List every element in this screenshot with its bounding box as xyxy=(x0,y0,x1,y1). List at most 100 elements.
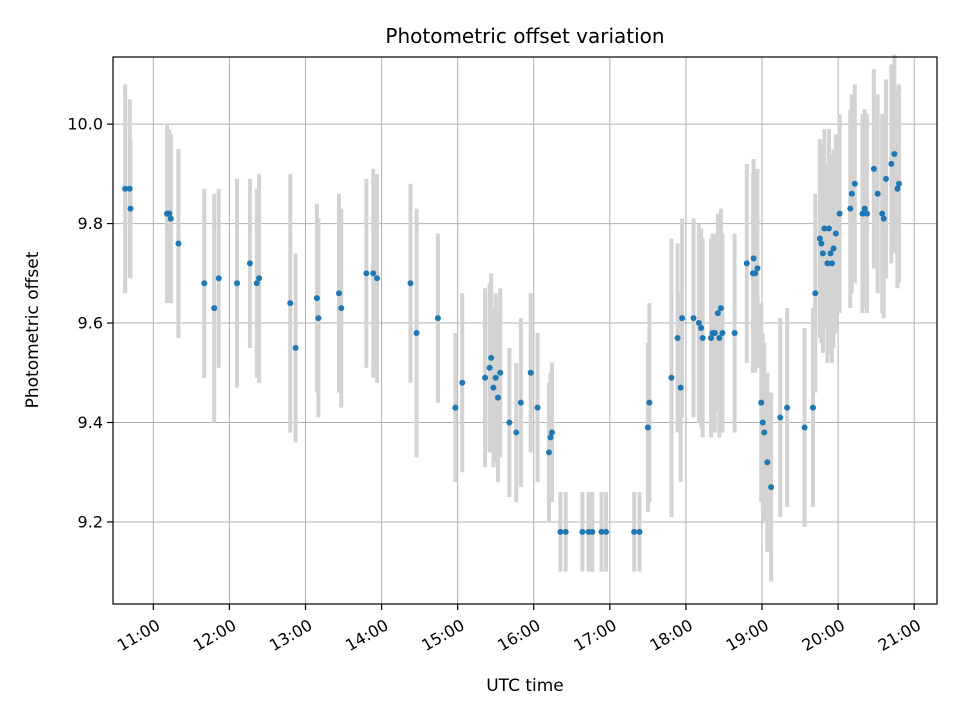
data-point xyxy=(871,166,877,172)
data-point xyxy=(679,315,685,321)
data-point xyxy=(758,400,764,406)
chart-title: Photometric offset variation xyxy=(385,24,664,48)
data-point xyxy=(833,231,839,237)
data-point xyxy=(256,275,262,281)
data-point xyxy=(719,330,725,336)
data-point xyxy=(563,529,569,535)
data-point xyxy=(678,385,684,391)
data-point xyxy=(751,255,757,261)
data-point xyxy=(847,206,853,212)
data-point xyxy=(549,429,555,435)
data-point xyxy=(827,250,833,256)
data-point xyxy=(374,275,380,281)
data-point xyxy=(201,280,207,286)
data-point xyxy=(234,280,240,286)
y-tick-label: 10.0 xyxy=(67,115,103,134)
data-point xyxy=(287,300,293,306)
data-point xyxy=(513,429,519,435)
data-point xyxy=(744,260,750,266)
data-point xyxy=(802,424,808,430)
data-point xyxy=(603,529,609,535)
data-point xyxy=(482,375,488,381)
data-point xyxy=(579,529,585,535)
data-point xyxy=(896,181,902,187)
data-point xyxy=(487,365,493,371)
data-point xyxy=(314,295,320,301)
data-point xyxy=(715,310,721,316)
data-point xyxy=(784,405,790,411)
y-tick-label: 9.8 xyxy=(78,214,103,233)
data-point xyxy=(764,459,770,465)
data-point xyxy=(645,424,651,430)
data-point xyxy=(127,206,133,212)
data-point xyxy=(488,355,494,361)
data-point xyxy=(820,250,826,256)
data-point xyxy=(631,529,637,535)
data-point xyxy=(675,335,681,341)
data-point xyxy=(528,370,534,376)
y-axis-label: Photometric offset xyxy=(23,251,43,408)
data-point xyxy=(754,265,760,271)
data-point xyxy=(497,370,503,376)
data-point xyxy=(881,216,887,222)
data-point xyxy=(810,405,816,411)
data-point xyxy=(216,275,222,281)
data-point xyxy=(812,290,818,296)
y-tick-label: 9.2 xyxy=(78,512,103,531)
x-axis-label: UTC time xyxy=(486,676,564,696)
data-point xyxy=(760,419,766,425)
data-point xyxy=(557,529,563,535)
data-point xyxy=(818,240,824,246)
data-point xyxy=(493,375,499,381)
data-point xyxy=(336,290,342,296)
scatter-chart: 11:00 12:00 13:00 14:00 15:00 16:00 17:00 18:00… xyxy=(0,0,960,720)
data-point xyxy=(883,176,889,182)
data-point xyxy=(852,181,858,187)
data-point xyxy=(691,315,697,321)
data-point xyxy=(646,400,652,406)
data-point xyxy=(700,335,706,341)
data-point xyxy=(716,335,722,341)
data-point xyxy=(435,315,441,321)
data-point xyxy=(891,151,897,157)
data-point xyxy=(168,216,174,222)
y-tick-label: 9.4 xyxy=(78,413,103,432)
data-point xyxy=(849,191,855,197)
data-point xyxy=(698,325,704,331)
data-point xyxy=(338,305,344,311)
data-point xyxy=(363,270,369,276)
data-point xyxy=(864,211,870,217)
data-point xyxy=(888,161,894,167)
data-point xyxy=(637,529,643,535)
data-point xyxy=(506,419,512,425)
data-point xyxy=(495,395,501,401)
data-point xyxy=(837,211,843,217)
data-point xyxy=(247,260,253,266)
data-point xyxy=(777,415,783,421)
data-point xyxy=(668,375,674,381)
data-point xyxy=(414,330,420,336)
data-point xyxy=(768,484,774,490)
data-point xyxy=(732,330,738,336)
data-point xyxy=(712,330,718,336)
data-point xyxy=(293,345,299,351)
data-point xyxy=(761,429,767,435)
data-point xyxy=(452,405,458,411)
data-point xyxy=(459,380,465,386)
data-point xyxy=(546,449,552,455)
data-point xyxy=(831,245,837,251)
data-point xyxy=(826,226,832,232)
data-point xyxy=(518,400,524,406)
y-tick-label: 9.6 xyxy=(78,314,103,333)
data-point xyxy=(718,305,724,311)
data-point xyxy=(407,280,413,286)
data-point xyxy=(315,315,321,321)
data-point xyxy=(211,305,217,311)
data-point xyxy=(490,385,496,391)
data-point xyxy=(535,405,541,411)
data-point xyxy=(589,529,595,535)
data-point xyxy=(175,240,181,246)
data-point xyxy=(875,191,881,197)
data-point xyxy=(829,260,835,266)
data-point xyxy=(370,270,376,276)
